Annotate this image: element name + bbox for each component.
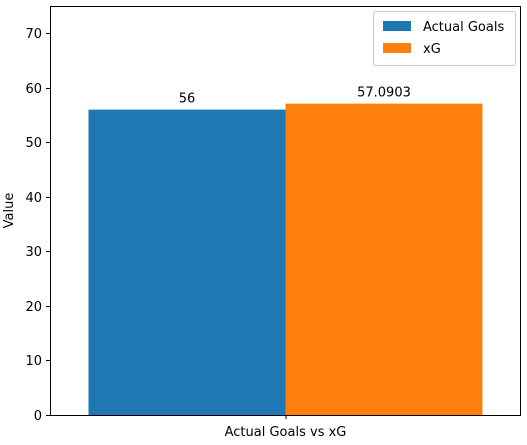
legend-swatch	[383, 21, 411, 31]
data-label: 57.0903	[357, 86, 411, 101]
data-labels-group: 56 57.0903	[179, 86, 411, 107]
y-tick-label: 30	[25, 245, 42, 260]
y-axis: 0 10 20 30 40 50 60 70	[25, 27, 50, 424]
y-tick-label: 50	[25, 136, 42, 151]
x-axis: Actual Goals vs xG	[225, 415, 347, 440]
bar-actual-goals	[88, 109, 286, 415]
y-tick-label: 10	[25, 354, 42, 369]
legend-swatch	[383, 43, 411, 53]
y-tick-label: 70	[25, 27, 42, 42]
legend-label: Actual Goals	[423, 20, 504, 35]
legend: Actual Goals xG	[373, 11, 516, 66]
legend-label: xG	[423, 42, 441, 57]
y-axis-label: Value	[2, 193, 17, 229]
y-tick-label: 20	[25, 300, 42, 315]
bar-xg	[285, 103, 483, 415]
y-tick-label: 0	[34, 409, 42, 424]
bars-group	[88, 103, 483, 415]
y-tick-label: 60	[25, 82, 42, 97]
x-tick-label: Actual Goals vs xG	[225, 425, 347, 440]
y-tick-label: 40	[25, 191, 42, 206]
data-label: 56	[179, 92, 196, 107]
